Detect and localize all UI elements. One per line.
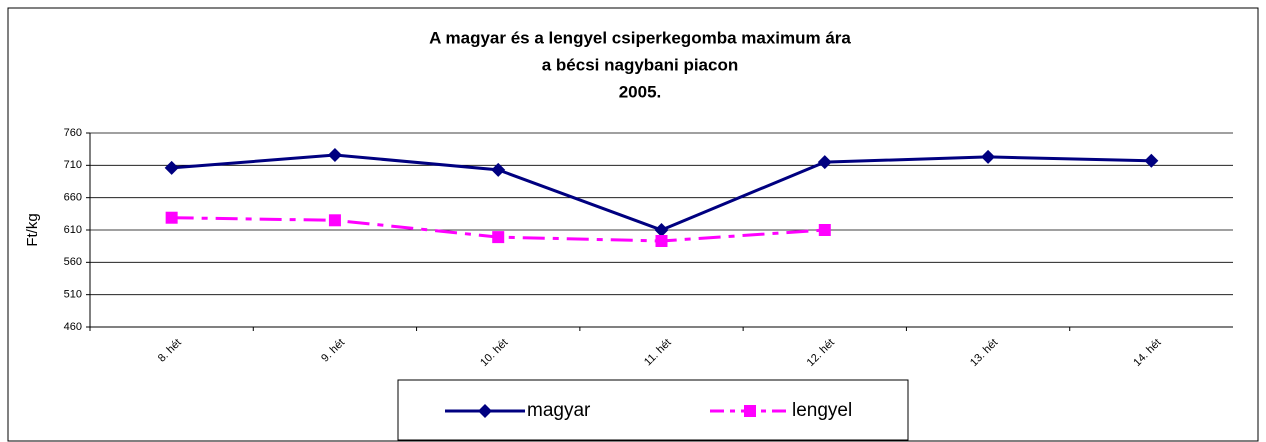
marker xyxy=(327,147,342,162)
marker xyxy=(165,211,178,224)
chart-title: a bécsi nagybani piacon xyxy=(542,55,739,74)
legend-label: lengyel xyxy=(792,400,852,421)
chart-border xyxy=(7,7,1259,442)
marker xyxy=(491,162,506,177)
y-tick-label: 660 xyxy=(64,192,82,204)
legend-label: magyar xyxy=(527,400,591,421)
marker xyxy=(1144,153,1159,168)
chart-title: A magyar és a lengyel csiperkegomba maxi… xyxy=(429,28,851,47)
marker xyxy=(818,224,831,236)
marker xyxy=(164,160,179,175)
y-tick-label: 460 xyxy=(64,321,82,333)
y-tick-label: 560 xyxy=(64,256,82,268)
chart-title: 2005. xyxy=(619,82,662,101)
y-tick-label: 610 xyxy=(64,224,82,236)
y-tick-label: 710 xyxy=(64,159,82,171)
marker xyxy=(981,149,996,164)
y-tick-label: 760 xyxy=(64,127,82,139)
marker xyxy=(478,404,492,418)
marker xyxy=(328,214,341,227)
marker xyxy=(654,223,669,237)
y-tick-label: 510 xyxy=(64,289,82,301)
y-axis-label: Ft/kg xyxy=(24,213,41,246)
marker xyxy=(817,155,832,170)
marker xyxy=(655,234,668,247)
marker xyxy=(492,231,505,244)
marker xyxy=(744,405,756,417)
